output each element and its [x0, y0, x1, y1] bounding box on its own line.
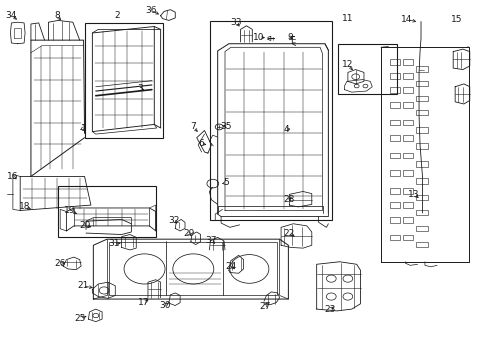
Bar [415, 178, 427, 184]
Bar [402, 153, 412, 158]
Bar [415, 143, 427, 149]
Text: 19: 19 [64, 206, 76, 215]
Bar [415, 66, 427, 72]
Bar [402, 87, 412, 93]
Text: 6: 6 [198, 139, 204, 148]
Bar [389, 102, 399, 108]
Text: 3: 3 [137, 84, 142, 93]
Bar [415, 110, 427, 116]
Text: 32: 32 [168, 216, 179, 225]
Bar [109, 242, 277, 296]
Text: 21: 21 [77, 281, 88, 290]
Bar [415, 195, 427, 200]
Text: 7: 7 [190, 122, 196, 131]
Text: 4: 4 [283, 125, 289, 134]
Text: 17: 17 [138, 298, 149, 307]
Bar [389, 59, 399, 64]
Text: 36: 36 [145, 5, 156, 14]
Bar [402, 120, 412, 126]
Text: 20: 20 [79, 221, 90, 230]
Text: 16: 16 [7, 172, 18, 181]
Text: 30: 30 [159, 301, 170, 310]
Bar [389, 217, 399, 223]
Bar [415, 127, 427, 133]
Bar [389, 234, 399, 240]
Bar [389, 202, 399, 208]
Text: 22: 22 [283, 229, 294, 238]
Text: 25: 25 [74, 314, 85, 323]
Bar [402, 170, 412, 176]
Text: 2: 2 [114, 11, 119, 20]
Text: 12: 12 [342, 60, 353, 69]
Bar [402, 135, 412, 140]
Bar [389, 170, 399, 176]
Text: 24: 24 [225, 262, 236, 271]
Text: 26: 26 [54, 259, 66, 268]
Bar [402, 217, 412, 223]
Text: 1: 1 [81, 123, 86, 132]
Text: 15: 15 [450, 15, 462, 24]
Bar [415, 210, 427, 215]
Bar [389, 153, 399, 158]
Bar [389, 188, 399, 194]
Bar [389, 87, 399, 93]
Text: 34: 34 [6, 10, 17, 19]
Text: 14: 14 [400, 15, 412, 24]
Bar [402, 102, 412, 108]
Bar [402, 59, 412, 64]
Text: 11: 11 [342, 14, 353, 23]
Text: 10: 10 [253, 33, 264, 42]
Bar [389, 135, 399, 140]
Bar [415, 161, 427, 167]
Bar [415, 226, 427, 231]
Bar [402, 73, 412, 79]
Bar [337, 44, 396, 94]
Text: 28: 28 [283, 195, 294, 204]
Bar [415, 81, 427, 86]
Bar [389, 120, 399, 126]
Text: 9: 9 [286, 33, 292, 42]
Text: 13: 13 [407, 190, 419, 199]
Bar [402, 188, 412, 194]
Bar [402, 202, 412, 208]
Text: 8: 8 [54, 11, 60, 20]
Text: 23: 23 [324, 305, 335, 314]
Bar [84, 23, 162, 138]
Bar [210, 21, 331, 220]
Bar [415, 96, 427, 101]
Bar [389, 73, 399, 79]
Text: 5: 5 [223, 178, 228, 187]
Text: 31: 31 [108, 239, 120, 248]
Text: 29: 29 [183, 229, 194, 238]
Text: 18: 18 [20, 202, 31, 211]
Text: 27: 27 [259, 302, 270, 311]
Bar [402, 234, 412, 240]
Text: 37: 37 [205, 236, 217, 245]
Text: 35: 35 [220, 122, 231, 131]
Bar [58, 186, 156, 237]
Text: 33: 33 [229, 18, 241, 27]
Bar [415, 242, 427, 247]
